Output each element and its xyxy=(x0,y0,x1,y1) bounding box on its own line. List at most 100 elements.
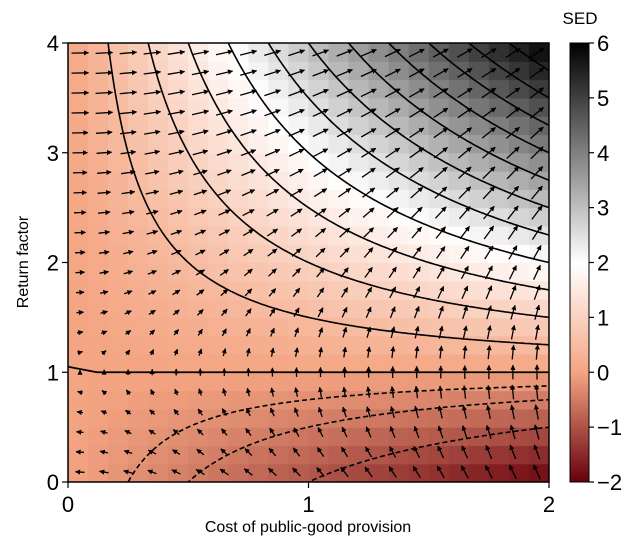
vector-arrow xyxy=(171,269,181,276)
vector-arrow xyxy=(481,67,497,79)
heatmap-cell xyxy=(468,390,490,410)
heatmap-cell xyxy=(88,299,109,318)
heatmap-cell xyxy=(508,463,530,482)
heatmap-cell xyxy=(428,61,450,81)
vector-arrow xyxy=(507,205,519,220)
heatmap-cell xyxy=(228,244,249,264)
heatmap-cell xyxy=(288,372,310,392)
heatmap-cell xyxy=(208,335,229,355)
vector-arrow xyxy=(288,109,305,117)
vector-arrow xyxy=(484,245,494,260)
vector-arrow xyxy=(145,189,160,195)
heatmap-cell xyxy=(508,408,530,428)
heatmap-cell xyxy=(468,79,490,99)
x-tick-label: 0 xyxy=(62,492,74,517)
vector-arrow xyxy=(433,166,448,179)
vector-arrow xyxy=(288,69,305,77)
heatmap-cell xyxy=(88,335,109,355)
vector-arrow xyxy=(410,206,423,219)
heatmap-cell xyxy=(468,408,490,428)
heatmap-cell xyxy=(348,244,370,264)
heatmap-cell xyxy=(308,335,330,355)
vector-arrow xyxy=(363,227,375,238)
vector-arrow xyxy=(313,168,328,178)
vector-arrow xyxy=(533,464,541,480)
heatmap-cell xyxy=(128,134,149,154)
vector-arrow xyxy=(534,304,541,320)
vector-arrow xyxy=(457,67,473,78)
heatmap-cell xyxy=(288,463,310,482)
vector-arrow xyxy=(341,426,348,438)
heatmap-cell xyxy=(308,79,330,99)
colorbar-tick-label: 2 xyxy=(597,251,609,276)
colorbar-tick-label: 5 xyxy=(597,86,609,111)
vector-arrow xyxy=(100,410,108,416)
vector-arrow xyxy=(509,404,515,420)
vector-arrow xyxy=(315,247,326,258)
heatmap-cell xyxy=(68,427,89,447)
vector-arrow xyxy=(437,285,445,299)
heatmap-cell xyxy=(268,299,290,318)
heatmap-cell xyxy=(368,79,390,99)
heatmap-cell xyxy=(68,335,89,355)
vector-arrow xyxy=(312,128,329,138)
heatmap-cell xyxy=(168,299,189,318)
heatmap-cell xyxy=(368,116,390,136)
heatmap-cell xyxy=(208,61,229,81)
heatmap-cell xyxy=(388,427,410,447)
vector-arrow xyxy=(123,290,133,296)
vector-arrow xyxy=(119,89,138,96)
heatmap-cell xyxy=(408,134,430,154)
vector-arrow xyxy=(171,469,181,475)
heatmap-cell xyxy=(148,225,169,245)
vector-arrow xyxy=(409,127,425,139)
heatmap-cell xyxy=(268,152,290,172)
heatmap-cell xyxy=(408,189,430,209)
vector-arrow xyxy=(385,167,400,179)
heatmap-cell xyxy=(128,445,149,465)
vector-arrow xyxy=(388,266,397,279)
vector-arrow xyxy=(245,347,251,357)
vector-arrow xyxy=(460,465,469,479)
vector-arrow xyxy=(243,248,254,257)
vector-arrow xyxy=(147,469,157,475)
vector-arrow xyxy=(486,384,492,400)
heatmap-cell xyxy=(308,445,330,465)
vector-arrow xyxy=(361,167,376,178)
y-tick-label: 4 xyxy=(47,31,59,56)
vector-arrow xyxy=(268,447,277,457)
vector-arrow xyxy=(191,49,210,56)
heatmap-cell xyxy=(108,299,129,318)
contour-solid xyxy=(347,43,549,181)
heatmap-cell xyxy=(488,353,510,373)
heatmap-cell xyxy=(68,207,89,227)
vector-arrow xyxy=(216,149,233,156)
vector-arrow xyxy=(457,127,473,139)
vector-arrow xyxy=(437,305,444,319)
heatmap-cell xyxy=(488,445,510,465)
colorbar-tick-label: −2 xyxy=(597,470,622,495)
vector-arrow xyxy=(99,249,110,256)
heatmap-cell xyxy=(288,244,310,264)
vector-arrow xyxy=(75,429,84,435)
vector-arrow xyxy=(386,207,399,219)
vector-arrow xyxy=(221,308,228,317)
vector-arrow xyxy=(390,326,396,339)
vector-arrow xyxy=(122,229,135,235)
heatmap-cell xyxy=(368,408,390,428)
vector-arrow xyxy=(243,468,253,476)
heatmap-cell xyxy=(488,317,510,337)
heatmap-cell xyxy=(308,280,330,300)
heatmap-cell xyxy=(228,299,249,318)
vector-arrow xyxy=(240,69,258,76)
vector-arrow xyxy=(410,186,424,199)
vector-arrow xyxy=(505,107,521,119)
vector-arrow xyxy=(510,384,516,400)
heatmap-cell xyxy=(528,134,549,154)
heatmap-cell xyxy=(148,171,169,190)
heatmap-cell xyxy=(308,225,330,245)
vector-arrow xyxy=(336,69,353,77)
vector-arrow xyxy=(215,49,234,56)
vector-arrow xyxy=(266,208,279,217)
heatmap-cell xyxy=(388,299,410,318)
